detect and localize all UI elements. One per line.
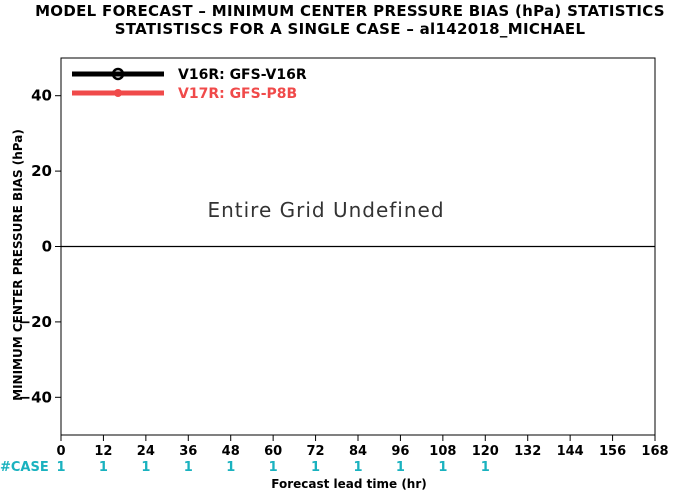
y-axis-label: MINIMUM CENTER PRESSURE BIAS (hPa) bbox=[11, 129, 25, 401]
legend-item-v17r: V17R: GFS-P8B bbox=[72, 86, 297, 102]
y-tick-label: 20 bbox=[31, 162, 52, 180]
chart-title: MODEL FORECAST – MINIMUM CENTER PRESSURE… bbox=[35, 2, 665, 20]
y-tick-label: 0 bbox=[42, 238, 52, 256]
x-tick-label: 96 bbox=[391, 444, 409, 459]
legend-item-v16r: V16R: GFS-V16R bbox=[72, 67, 307, 83]
case-count: 1 bbox=[311, 460, 320, 475]
case-count: 1 bbox=[353, 460, 362, 475]
case-count: 1 bbox=[481, 460, 490, 475]
case-count: 1 bbox=[184, 460, 193, 475]
legend: V16R: GFS-V16R V17R: GFS-P8B bbox=[72, 67, 307, 102]
case-count: 1 bbox=[438, 460, 447, 475]
x-tick-label: 48 bbox=[222, 444, 240, 459]
x-tick-label: 72 bbox=[307, 444, 325, 459]
x-axis: 0 12 24 36 48 60 72 84 96 108 120 132 144 156 168 bbox=[56, 435, 669, 459]
x-tick-label: 144 bbox=[557, 444, 584, 459]
case-label: #CASE bbox=[0, 460, 49, 475]
x-tick-label: 132 bbox=[514, 444, 541, 459]
legend-label-v16r: V16R: GFS-V16R bbox=[178, 67, 307, 83]
x-tick-label: 120 bbox=[472, 444, 499, 459]
annotation: Entire Grid Undefined bbox=[207, 198, 444, 222]
case-counts: 1 1 1 1 1 1 1 1 1 1 1 bbox=[56, 460, 489, 475]
x-tick-label: 12 bbox=[94, 444, 112, 459]
y-tick-label: −40 bbox=[19, 388, 52, 406]
legend-marker-v17r bbox=[114, 89, 122, 97]
chart-subtitle: STATISTISCS FOR A SINGLE CASE – al142018… bbox=[115, 20, 586, 38]
x-tick-label: 60 bbox=[264, 444, 282, 459]
x-tick-label: 0 bbox=[56, 444, 65, 459]
y-tick-label: −20 bbox=[19, 313, 52, 331]
case-count: 1 bbox=[396, 460, 405, 475]
x-tick-label: 36 bbox=[179, 444, 197, 459]
x-tick-label: 84 bbox=[349, 444, 367, 459]
y-axis: −40 −20 0 20 40 bbox=[19, 87, 61, 406]
y-tick-label: 40 bbox=[31, 87, 52, 105]
case-count: 1 bbox=[99, 460, 108, 475]
legend-marker-v16r bbox=[111, 67, 125, 81]
x-tick-label: 168 bbox=[641, 444, 668, 459]
legend-label-v17r: V17R: GFS-P8B bbox=[178, 86, 297, 102]
case-count: 1 bbox=[226, 460, 235, 475]
case-count: 1 bbox=[269, 460, 278, 475]
x-tick-label: 156 bbox=[599, 444, 626, 459]
x-axis-label: Forecast lead time (hr) bbox=[271, 477, 427, 491]
x-tick-label: 108 bbox=[429, 444, 456, 459]
x-tick-label: 24 bbox=[137, 444, 155, 459]
case-count: 1 bbox=[141, 460, 150, 475]
case-count: 1 bbox=[56, 460, 65, 475]
